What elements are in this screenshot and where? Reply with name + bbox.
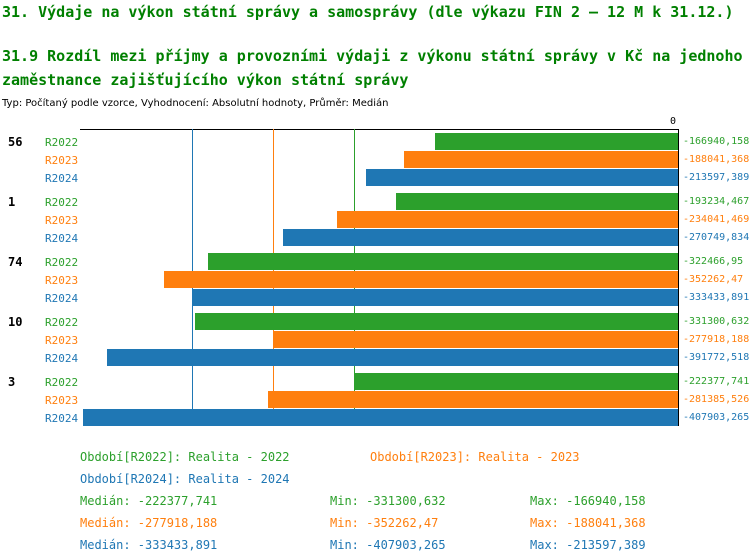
- bar-r2022-cat1: [396, 193, 678, 210]
- stat-median-r2024: Medián: -333433,891: [80, 538, 218, 552]
- bar-value-label-r2024-cat3: -407903,265: [683, 412, 750, 423]
- stat-min-r2023: Min: -352262,47: [330, 516, 439, 530]
- series-label-r2022: R2022: [45, 196, 79, 209]
- series-label-r2023: R2023: [45, 394, 79, 407]
- bar-r2023-cat3: [268, 391, 678, 408]
- category-label-56: 56: [8, 135, 23, 149]
- series-label-r2022: R2022: [45, 376, 79, 389]
- stats-row-r2022: Medián: -222377,741 Min: -331300,632 Max…: [0, 494, 750, 508]
- bar-value-label-r2022-cat74: -322466,95: [683, 256, 744, 267]
- legend-item-r2023: Období[R2023]: Realita - 2023: [370, 450, 580, 464]
- series-label-r2024: R2024: [45, 412, 79, 425]
- series-label-r2023: R2023: [45, 154, 79, 167]
- bar-value-label-r2024-cat1: -270749,834: [683, 232, 750, 243]
- series-label-r2023: R2023: [45, 274, 79, 287]
- bar-value-label-r2024-cat56: -213597,389: [683, 172, 750, 183]
- bar-r2024-cat74: [192, 289, 678, 306]
- bar-r2023-cat1: [337, 211, 678, 228]
- bar-value-label-r2023-cat56: -188041,368: [683, 154, 750, 165]
- chart-meta-line: Typ: Počítaný podle vzorce, Vyhodnocení:…: [2, 98, 389, 109]
- category-label-74: 74: [8, 255, 23, 269]
- plot-top-border: [80, 129, 678, 130]
- stat-max-r2023: Max: -188041,368: [530, 516, 646, 530]
- bar-value-label-r2024-cat10: -391772,518: [683, 352, 750, 363]
- bar-r2024-cat3: [83, 409, 678, 426]
- stats-row-r2024: Medián: -333433,891 Min: -407903,265 Max…: [0, 538, 750, 552]
- series-label-r2024: R2024: [45, 352, 79, 365]
- bar-r2022-cat3: [354, 373, 678, 390]
- bar-r2022-cat10: [195, 313, 678, 330]
- category-label-10: 10: [8, 315, 23, 329]
- stat-median-r2023: Medián: -277918,188: [80, 516, 218, 530]
- series-label-r2022: R2022: [45, 136, 79, 149]
- category-label-3: 3: [8, 375, 16, 389]
- bar-value-label-r2022-cat3: -222377,741: [683, 376, 750, 387]
- stat-median-r2022: Medián: -222377,741: [80, 494, 218, 508]
- legend-row-2: Období[R2024]: Realita - 2024: [0, 472, 750, 486]
- stat-max-r2024: Max: -213597,389: [530, 538, 646, 552]
- stat-min-r2024: Min: -407903,265: [330, 538, 446, 552]
- series-label-r2023: R2023: [45, 334, 79, 347]
- bar-r2023-cat56: [404, 151, 678, 168]
- zero-axis-line: [678, 129, 679, 426]
- bar-value-label-r2022-cat1: -193234,467: [683, 196, 750, 207]
- series-label-r2022: R2022: [45, 256, 79, 269]
- zero-tick-label: 0: [669, 116, 676, 127]
- series-label-r2023: R2023: [45, 214, 79, 227]
- legend-item-r2022: Období[R2022]: Realita - 2022: [80, 450, 290, 464]
- bar-value-label-r2022-cat10: -331300,632: [683, 316, 750, 327]
- bar-r2024-cat10: [107, 349, 678, 366]
- series-label-r2024: R2024: [45, 172, 79, 185]
- header: 31. Výdaje na výkon státní správy a samo…: [0, 0, 750, 110]
- stat-min-r2022: Min: -331300,632: [330, 494, 446, 508]
- bar-r2024-cat56: [366, 169, 678, 186]
- bar-r2023-cat74: [164, 271, 678, 288]
- page-title: 31. Výdaje na výkon státní správy a samo…: [2, 3, 734, 21]
- legend-and-stats: Období[R2022]: Realita - 2022 Období[R20…: [0, 450, 750, 552]
- bar-r2022-cat74: [208, 253, 678, 270]
- bar-r2024-cat1: [283, 229, 678, 246]
- stat-max-r2022: Max: -166940,158: [530, 494, 646, 508]
- series-label-r2022: R2022: [45, 316, 79, 329]
- stats-row-r2023: Medián: -277918,188 Min: -352262,47 Max:…: [0, 516, 750, 530]
- bar-value-label-r2023-cat3: -281385,526: [683, 394, 750, 405]
- chart-subtitle: 31.9 Rozdíl mezi příjmy a provozními výd…: [2, 47, 743, 89]
- legend-item-r2024: Období[R2024]: Realita - 2024: [80, 472, 290, 486]
- bar-r2022-cat56: [435, 133, 678, 150]
- series-label-r2024: R2024: [45, 292, 79, 305]
- bar-value-label-r2024-cat74: -333433,891: [683, 292, 750, 303]
- bar-value-label-r2023-cat1: -234041,469: [683, 214, 750, 225]
- series-label-r2024: R2024: [45, 232, 79, 245]
- bar-r2023-cat10: [273, 331, 678, 348]
- bar-value-label-r2023-cat10: -277918,188: [683, 334, 750, 345]
- legend-row-1: Období[R2022]: Realita - 2022 Období[R20…: [0, 450, 750, 464]
- bar-value-label-r2023-cat74: -352262,47: [683, 274, 744, 285]
- bar-chart: 0 56 R2022 -166940,158 R2023 -188041,368 R2024…: [0, 116, 750, 432]
- bar-value-label-r2022-cat56: -166940,158: [683, 136, 750, 147]
- category-label-1: 1: [8, 195, 16, 209]
